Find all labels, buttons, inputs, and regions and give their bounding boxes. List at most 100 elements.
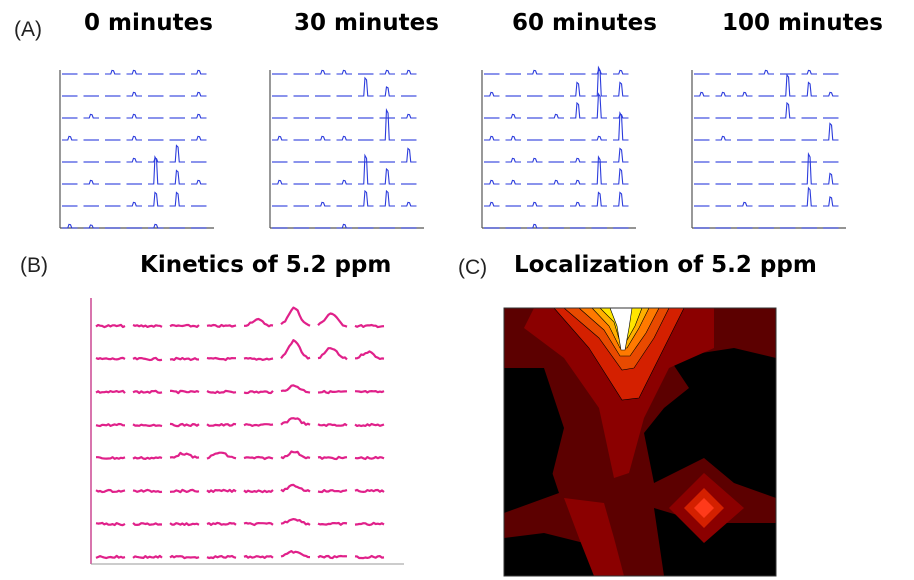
- kinetic-trace: [95, 323, 126, 329]
- spectrum-trace: [613, 69, 629, 75]
- spectrum-trace: [505, 179, 521, 185]
- kinetic-trace: [317, 489, 348, 494]
- contour-mid-lower: [564, 498, 624, 576]
- kinetic-trace: [96, 456, 126, 460]
- spectrum-trace: [715, 135, 731, 141]
- spectrum-trace: [379, 107, 395, 141]
- spectrum-trace: [527, 157, 543, 163]
- spectrum-trace: [62, 223, 78, 229]
- kinetic-trace: [317, 455, 348, 461]
- spectrum-trace: [591, 92, 607, 119]
- kinetic-trace: [95, 356, 126, 361]
- kinetic-trace: [132, 423, 163, 428]
- contour-hotspot-core: [694, 498, 714, 518]
- kinetic-trace: [280, 550, 311, 559]
- kinetic-trace: [169, 451, 200, 459]
- spectrum-trace: [379, 189, 395, 207]
- kinetic-trace: [169, 356, 200, 362]
- spectrum-trace: [401, 113, 417, 119]
- spectrum-trace: [591, 65, 607, 97]
- kinetic-trace: [354, 488, 385, 493]
- kinetic-trace: [317, 423, 348, 427]
- spectrum-trace: [379, 86, 395, 97]
- spectrum-trace: [591, 69, 607, 75]
- spectra-grid-2: [481, 65, 636, 229]
- spectrum-trace: [737, 201, 753, 207]
- spectrum-trace: [505, 135, 521, 141]
- kinetic-trace: [95, 488, 126, 494]
- spectrum-trace: [570, 81, 586, 97]
- spectrum-trace: [758, 69, 774, 75]
- spectrum-trace: [715, 91, 731, 97]
- spectrum-trace: [780, 73, 796, 97]
- spectrum-trace: [570, 101, 586, 119]
- spectrum-trace: [570, 179, 586, 185]
- spectrum-trace: [548, 113, 564, 119]
- contour-low-bottom-left: [504, 533, 599, 576]
- spectrum-trace: [401, 147, 417, 163]
- kinetic-trace: [354, 390, 385, 394]
- kinetic-trace: [280, 450, 311, 460]
- spectrum-trace: [505, 113, 521, 119]
- spectrum-trace: [823, 122, 839, 141]
- kinetic-trace: [169, 554, 200, 560]
- spectrum-trace: [148, 155, 164, 185]
- kinetic-trace: [280, 518, 311, 526]
- spectrum-trace: [694, 91, 710, 97]
- kinetic-trace: [206, 389, 237, 395]
- contour-frame: [503, 307, 777, 577]
- kinetic-trace: [243, 489, 274, 494]
- contour-low-bottom-right: [654, 508, 776, 576]
- kinetic-trace: [132, 389, 163, 395]
- spectrum-trace: [62, 135, 78, 141]
- panel-c-title: Localization of 5.2 ppm: [514, 252, 817, 278]
- kinetic-trace: [95, 554, 126, 560]
- panel-b-label: (B): [20, 254, 48, 277]
- spectrum-trace: [83, 224, 99, 229]
- spectrum-trace: [272, 135, 288, 141]
- spectrum-trace: [148, 191, 164, 207]
- kinetic-trace: [132, 522, 163, 526]
- kinetic-trace: [243, 554, 274, 559]
- spectrum-trace: [358, 76, 374, 97]
- spectrum-trace: [126, 91, 142, 97]
- contour-low-left-2: [504, 438, 559, 513]
- kinetic-trace: [280, 483, 311, 493]
- panel-a-label: (A): [14, 18, 42, 41]
- kinetic-trace: [354, 554, 385, 560]
- kinetic-trace: [95, 389, 126, 394]
- kinetic-trace: [206, 521, 237, 526]
- kinetic-trace: [95, 422, 125, 428]
- kinetic-trace: [206, 488, 237, 494]
- kinetic-trace: [169, 422, 200, 428]
- spectrum-trace: [484, 91, 500, 97]
- spectrum-trace: [613, 191, 629, 207]
- kinetic-trace: [243, 455, 274, 461]
- kinetic-trace: [132, 488, 163, 494]
- spectrum-trace: [336, 179, 352, 185]
- spectrum-trace: [358, 153, 374, 185]
- spectrum-trace: [527, 201, 543, 207]
- spectrum-trace: [336, 223, 352, 229]
- kinetic-trace: [132, 456, 163, 460]
- kinetic-trace: [206, 422, 237, 427]
- spectrum-trace: [379, 69, 395, 75]
- kinetic-trace: [132, 323, 163, 328]
- spectrum-trace: [315, 69, 331, 75]
- spectra-grid-1: [269, 69, 424, 229]
- panel-a-title-1: 30 minutes: [294, 10, 439, 36]
- kinetics-grid: [90, 298, 404, 565]
- spectrum-trace: [83, 113, 99, 119]
- spectrum-trace: [505, 157, 521, 163]
- kinetic-trace: [317, 347, 348, 361]
- spectra-grid-0: [59, 69, 214, 229]
- spectrum-trace: [105, 69, 121, 75]
- kinetic-trace: [206, 323, 237, 328]
- kinetic-trace: [355, 350, 385, 360]
- kinetic-trace: [169, 323, 200, 328]
- spectrum-trace: [315, 201, 331, 207]
- kinetic-trace: [317, 312, 348, 328]
- kinetic-trace: [280, 417, 311, 426]
- kinetic-trace: [244, 317, 274, 328]
- kinetic-trace: [243, 390, 274, 395]
